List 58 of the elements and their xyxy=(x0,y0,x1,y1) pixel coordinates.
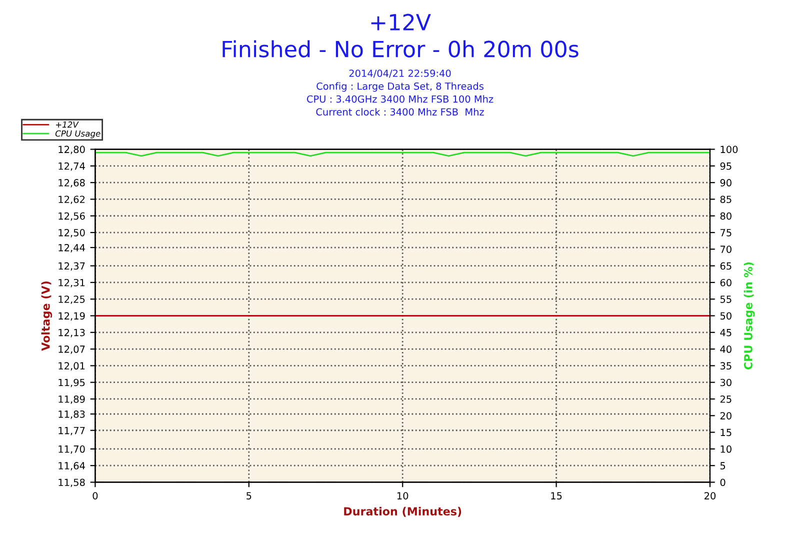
text: Current clock : 3400 Mhz FSB Mhz xyxy=(316,108,484,116)
y2-tick-label: 75 xyxy=(720,229,732,236)
x-tick-label: 5 xyxy=(246,492,252,500)
y2-tick-label: 5 xyxy=(720,462,726,470)
y2-axis-title: CPU Usage (in %) xyxy=(744,262,755,370)
y2-tick-label: 80 xyxy=(720,212,732,220)
y2-tick-label: 0 xyxy=(720,478,726,486)
y2-tick-label: 55 xyxy=(720,296,732,303)
y-tick-label: 12,44 xyxy=(58,244,85,252)
y-tick-label: 11,95 xyxy=(58,378,85,388)
y-tick-label: 11,83 xyxy=(58,410,85,419)
y2-tick-label: 25 xyxy=(720,395,732,403)
y-tick-label: 12,25 xyxy=(58,296,85,304)
y-tick-label: 12,74 xyxy=(58,162,85,171)
y2-tick-label: 60 xyxy=(720,278,732,286)
y-tick-label: 12,50 xyxy=(58,229,85,238)
y2-tick-label: 40 xyxy=(720,346,732,353)
x-tick-label: 0 xyxy=(92,492,98,500)
y-tick-label: 12,31 xyxy=(58,278,85,288)
y2-tick-label: 20 xyxy=(720,412,732,420)
y2-tick-label: 65 xyxy=(720,262,732,270)
chart-subtitle: Finished - No Error - 0h 20m 00s xyxy=(222,40,578,58)
x-axis-title: Duration (Minutes) xyxy=(344,506,462,517)
y-tick-label: 12,68 xyxy=(58,179,85,188)
y-tick-label: 12,13 xyxy=(58,328,85,338)
y2-tick-label: 100 xyxy=(720,146,738,154)
y-tick-label: 12,56 xyxy=(58,212,85,221)
chart-title: +12V xyxy=(371,14,431,30)
x-tick-label: 15 xyxy=(551,492,562,500)
y-tick-label: 12,07 xyxy=(58,346,85,354)
y-tick-label: 11,89 xyxy=(58,395,85,404)
y2-tick-label: 30 xyxy=(720,378,732,386)
text: CPU : 3.40GHz 3400 Mhz FSB 100 Mhz xyxy=(306,95,494,103)
y-tick-label: 12,80 xyxy=(58,146,85,154)
y-tick-label: 12,19 xyxy=(58,312,85,321)
y2-tick-label: 35 xyxy=(720,362,732,370)
y-axis-title: Voltage (V) xyxy=(41,282,52,351)
legend-label: CPU Usage xyxy=(55,130,100,138)
y2-tick-label: 15 xyxy=(720,428,732,436)
y-tick-label: 12,37 xyxy=(58,262,85,271)
y-tick-label: 11,58 xyxy=(58,478,85,488)
y-tick-label: 12,62 xyxy=(58,196,85,204)
y2-tick-label: 90 xyxy=(720,179,732,186)
y2-tick-label: 70 xyxy=(720,246,732,253)
y-tick-label: 11,64 xyxy=(58,462,85,470)
y-tick-label: 11,77 xyxy=(58,426,85,436)
text: Config : Large Data Set, 8 Threads xyxy=(316,82,484,92)
legend-label: +12V xyxy=(56,121,79,128)
y2-tick-label: 95 xyxy=(720,162,732,170)
x-tick-label: 10 xyxy=(397,492,408,500)
y2-tick-label: 85 xyxy=(720,196,732,204)
y2-tick-label: 10 xyxy=(720,445,732,453)
y-tick-label: 11,70 xyxy=(58,445,85,454)
y-tick-label: 12,01 xyxy=(58,362,85,371)
y2-tick-label: 50 xyxy=(720,312,732,320)
x-tick-label: 20 xyxy=(704,492,716,500)
y2-tick-label: 45 xyxy=(720,329,732,336)
text: 2014/04/21 22:59:40 xyxy=(349,70,451,78)
